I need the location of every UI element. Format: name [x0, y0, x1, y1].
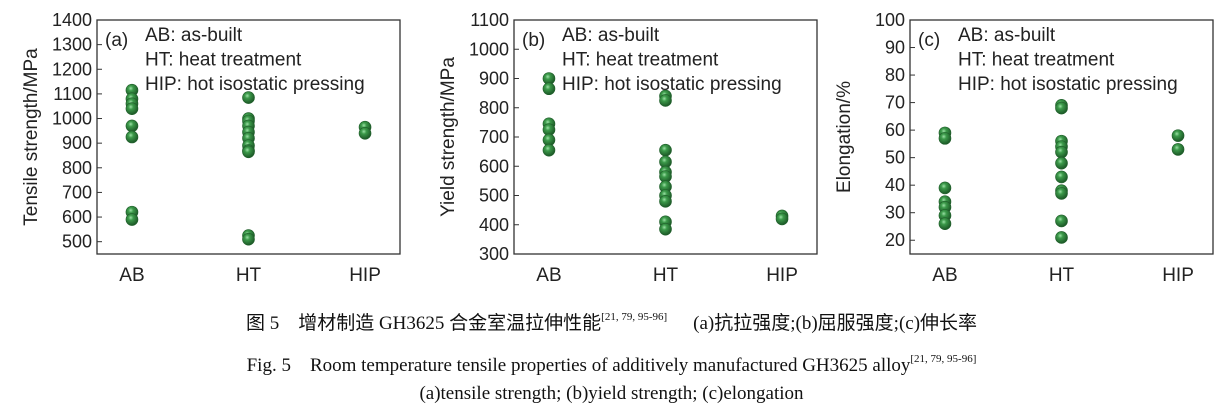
y-tick-label: 700 — [62, 182, 92, 202]
x-tick-label: HIP — [349, 265, 381, 286]
y-tick-label: 500 — [479, 186, 509, 206]
y-tick-label: 20 — [885, 230, 905, 250]
legend-entry: HT: heat treatment — [145, 50, 302, 71]
x-tick-label: AB — [932, 265, 957, 286]
data-point-hip — [358, 127, 372, 140]
data-point-ht — [659, 195, 672, 208]
x-tick-label: AB — [536, 265, 561, 286]
figure: 500 600 700 800 900 1000 1100 1200 1300 1400 AB HT H… — [21, 10, 1214, 286]
data-point-ht — [1055, 170, 1068, 184]
x-tick-label: HIP — [1162, 265, 1194, 286]
x-tick-label: AB — [119, 265, 144, 286]
data-point-ht — [242, 232, 255, 246]
y-tick-label: 1300 — [52, 35, 92, 55]
plot-frame — [909, 19, 1214, 255]
data-point-ab — [125, 119, 139, 133]
y-tick-label: 60 — [885, 120, 905, 140]
caption-en-sub: (a)tensile strength; (b)yield strength; … — [419, 383, 804, 404]
data-point-ht — [659, 222, 672, 236]
panel-label: (a) — [105, 30, 128, 51]
x-tick-label: HT — [1049, 265, 1075, 286]
legend-entry: HIP: hot isostatic pressing — [145, 74, 365, 95]
x-tick-label: HIP — [766, 265, 798, 286]
y-tick-label: 30 — [885, 203, 905, 223]
panel-label: (c) — [918, 30, 940, 51]
x-tick-label: HT — [653, 265, 679, 286]
y-axis-label: Elongation/% — [834, 81, 855, 193]
caption-english: Fig. 5 Room temperature tensile properti… — [0, 350, 1223, 377]
y-tick-label: 1100 — [470, 10, 509, 30]
y-tick-label: 500 — [62, 232, 92, 252]
y-tick-label: 40 — [885, 175, 905, 195]
caption-cn-ref: [21, 79, 95-96] — [601, 311, 668, 323]
x-tick-label: HT — [236, 265, 262, 286]
y-tick-label: 1400 — [52, 10, 92, 30]
panel-label: (b) — [522, 30, 545, 51]
y-tick-label: 800 — [479, 98, 509, 118]
data-point-ab — [125, 213, 139, 226]
data-point-ab — [125, 130, 139, 144]
legend-entry: AB: as-built — [958, 25, 1056, 46]
data-point-ht — [659, 143, 672, 157]
caption-cn-main: 图 5 增材制造 GH3625 合金室温拉伸性能 — [245, 313, 602, 334]
y-tick-label: 800 — [62, 158, 92, 178]
legend-entry: HT: heat treatment — [958, 50, 1115, 71]
data-point-ht — [1055, 214, 1068, 228]
y-tick-label: 700 — [479, 127, 509, 147]
y-tick-label: 1000 — [469, 39, 509, 59]
data-point-ab — [938, 132, 952, 145]
y-axis-label: Tensile strength/MPa — [21, 48, 42, 226]
y-tick-label: 1200 — [52, 59, 92, 79]
caption-chinese: 图 5 增材制造 GH3625 合金室温拉伸性能[21, 79, 95-96] (… — [0, 308, 1223, 335]
y-tick-label: 80 — [885, 65, 905, 85]
data-point-ht — [1055, 101, 1068, 115]
panel-c: 20 30 40 50 60 70 80 90 100 AB HT HIP Elongation/% (c… — [834, 10, 1214, 286]
panel-b: 300 400 500 600 700 800 900 1000 1100 AB HT HIP Yiel… — [438, 10, 818, 286]
data-point-ht — [659, 94, 672, 107]
data-point-ab — [542, 143, 556, 157]
y-axis-label: Yield strength/MPa — [438, 57, 459, 217]
legend-entry: HIP: hot isostatic pressing — [958, 74, 1178, 95]
data-point-ht — [1055, 156, 1068, 170]
y-tick-label: 1100 — [53, 84, 92, 104]
y-tick-label: 600 — [62, 207, 92, 227]
data-point-hip — [775, 212, 789, 226]
y-tick-label: 600 — [479, 156, 509, 176]
y-tick-label: 900 — [479, 69, 509, 89]
caption-cn-sub: (a)抗拉强度;(b)屈服强度;(c)伸长率 — [693, 313, 978, 334]
y-tick-label: 400 — [479, 215, 509, 235]
data-point-ht — [1055, 145, 1068, 159]
legend-entry: HIP: hot isostatic pressing — [562, 74, 782, 95]
caption-en-main: Fig. 5 Room temperature tensile properti… — [246, 355, 911, 376]
y-tick-label: 1000 — [52, 109, 92, 129]
y-tick-label: 70 — [885, 93, 905, 113]
caption-en-ref: [21, 79, 95-96] — [910, 353, 977, 365]
data-point-hip — [1171, 143, 1185, 156]
legend-entry: AB: as-built — [562, 25, 660, 46]
panel-a: 500 600 700 800 900 1000 1100 1200 1300 1400 AB HT H… — [21, 10, 401, 286]
legend-entry: HT: heat treatment — [562, 50, 719, 71]
plot-frame — [96, 19, 401, 255]
data-point-ab — [938, 217, 952, 231]
data-point-ht — [242, 91, 255, 104]
y-tick-label: 90 — [885, 38, 905, 58]
legend-entry: AB: as-built — [145, 25, 243, 46]
data-point-ht — [242, 145, 255, 159]
caption-english-sub: (a)tensile strength; (b)yield strength; … — [0, 383, 1223, 405]
y-tick-label: 100 — [875, 10, 905, 30]
data-point-ht — [1055, 187, 1068, 200]
data-point-ab — [542, 82, 556, 96]
data-point-ab — [125, 102, 139, 115]
data-point-ab — [938, 181, 952, 195]
data-point-ht — [1055, 231, 1068, 244]
y-tick-label: 300 — [479, 244, 509, 264]
y-tick-label: 50 — [885, 148, 905, 168]
data-point-hip — [1171, 129, 1185, 142]
y-tick-label: 900 — [62, 133, 92, 153]
